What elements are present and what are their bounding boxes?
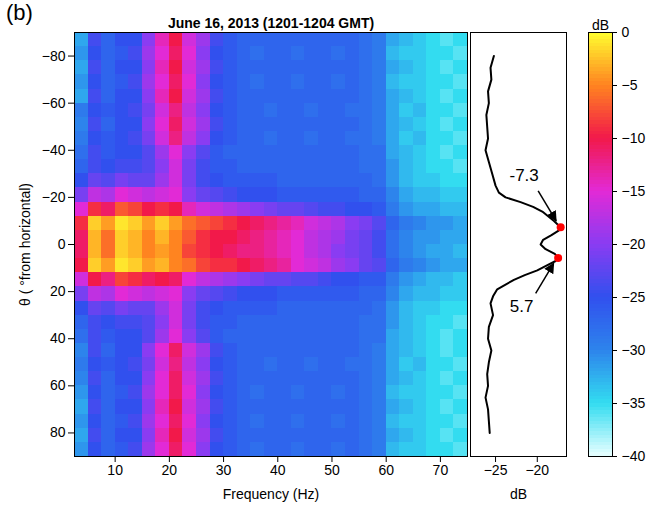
html-text:(b): (b) xyxy=(6,0,33,25)
svg-text:−30: −30 xyxy=(622,342,646,358)
svg-text:dB: dB xyxy=(592,17,609,33)
svg-text:Frequency (Hz): Frequency (Hz) xyxy=(223,486,319,502)
svg-text:−60: −60 xyxy=(42,95,66,111)
svg-text:−10: −10 xyxy=(622,130,646,146)
svg-text:dB: dB xyxy=(510,486,527,502)
svg-text:−40: −40 xyxy=(622,448,646,464)
svg-text:60: 60 xyxy=(50,377,66,393)
svg-text:40: 40 xyxy=(270,462,286,478)
svg-text:-7.3: -7.3 xyxy=(510,166,539,185)
svg-text:20: 20 xyxy=(162,462,178,478)
svg-text:0: 0 xyxy=(58,236,66,252)
svg-text:0: 0 xyxy=(622,24,630,40)
svg-text:−25: −25 xyxy=(484,462,508,478)
svg-text:5.7: 5.7 xyxy=(510,297,534,316)
svg-text:−80: −80 xyxy=(42,48,66,64)
svg-text:−25: −25 xyxy=(622,289,646,305)
svg-text:50: 50 xyxy=(324,462,340,478)
svg-text:−35: −35 xyxy=(622,395,646,411)
svg-text:−20: −20 xyxy=(622,236,646,252)
svg-text:10: 10 xyxy=(107,462,123,478)
svg-text:June 16, 2013 (1201-1204 GMT): June 16, 2013 (1201-1204 GMT) xyxy=(168,15,374,31)
svg-text:θ ( °from horizontal): θ ( °from horizontal) xyxy=(17,183,33,306)
svg-text:40: 40 xyxy=(50,330,66,346)
svg-text:−20: −20 xyxy=(42,189,66,205)
svg-text:70: 70 xyxy=(433,462,449,478)
svg-text:−15: −15 xyxy=(622,183,646,199)
svg-text:−5: −5 xyxy=(622,77,638,93)
svg-text:30: 30 xyxy=(216,462,232,478)
svg-text:20: 20 xyxy=(50,283,66,299)
svg-text:−20: −20 xyxy=(525,462,549,478)
svg-text:−40: −40 xyxy=(42,142,66,158)
svg-text:80: 80 xyxy=(50,424,66,440)
svg-text:60: 60 xyxy=(378,462,394,478)
